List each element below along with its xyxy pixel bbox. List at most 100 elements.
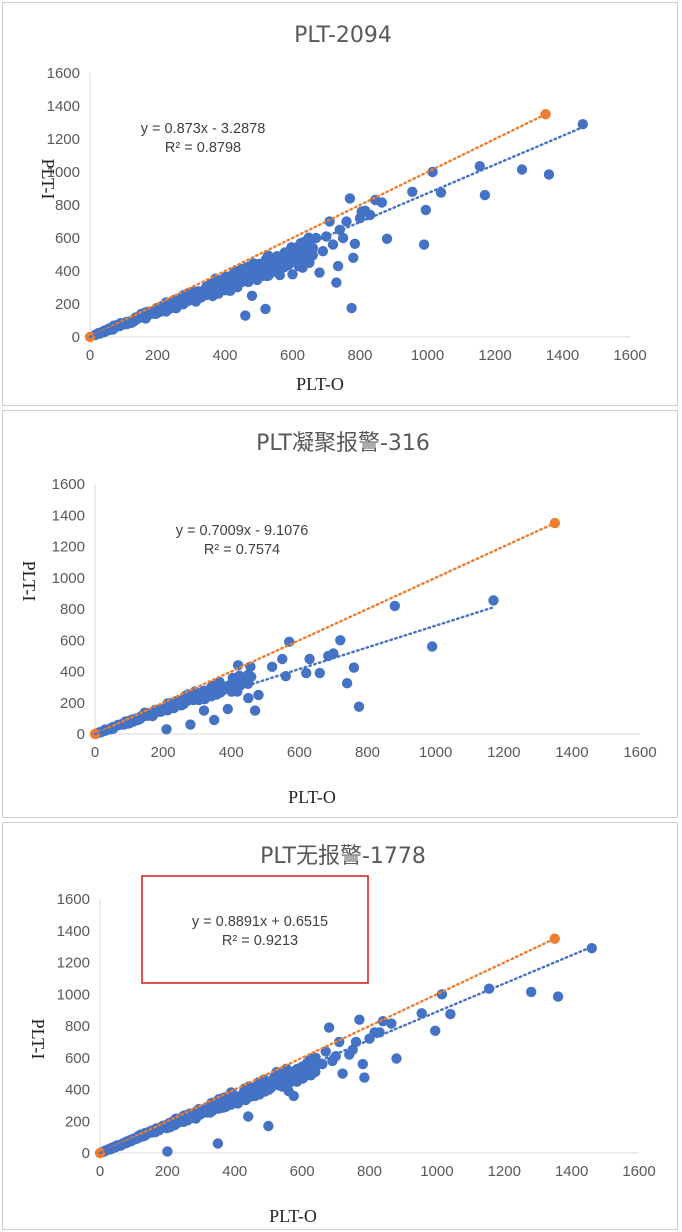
reference-point <box>549 517 561 529</box>
data-point <box>381 233 393 244</box>
y-tick-label: 0 <box>77 726 85 743</box>
data-point <box>359 1072 370 1083</box>
data-point <box>301 667 312 679</box>
data-point <box>253 689 264 701</box>
data-point <box>284 1075 295 1086</box>
data-point <box>207 680 218 691</box>
data-point <box>228 274 240 285</box>
y-tick-label: 200 <box>65 1113 90 1130</box>
data-point <box>337 1068 348 1079</box>
y-tick-label: 600 <box>65 1050 90 1067</box>
trendline-equation: y = 0.7009x - 9.1076 <box>176 523 309 539</box>
x-tick-label: 800 <box>357 1163 382 1180</box>
data-point <box>240 310 251 321</box>
data-point <box>314 267 325 278</box>
trendline-r-squared: R² = 0.9213 <box>222 933 298 949</box>
x-tick-label: 800 <box>347 347 372 364</box>
data-point <box>335 635 346 646</box>
y-tick-label: 1200 <box>57 955 90 972</box>
y-tick-label: 1400 <box>57 923 90 940</box>
trendline-equation: y = 0.873x - 3.2878 <box>141 121 266 137</box>
x-tick-label: 0 <box>91 744 99 761</box>
chart-title: PLT-2094 <box>294 23 392 48</box>
y-tick-label: 200 <box>60 695 85 712</box>
x-tick-label: 400 <box>212 347 237 364</box>
y-tick-label: 600 <box>60 632 85 649</box>
data-point <box>234 670 245 681</box>
x-tick-label: 1200 <box>478 347 511 364</box>
data-point <box>552 991 564 1002</box>
data-point <box>303 1065 315 1076</box>
x-tick-label: 1400 <box>555 1163 588 1180</box>
data-point <box>479 189 491 201</box>
data-point <box>353 701 365 712</box>
chart-title: PLT无报警-1778 <box>260 844 426 869</box>
data-point <box>140 310 151 321</box>
trendline-r-squared: R² = 0.7574 <box>204 542 280 558</box>
data-point <box>310 232 322 244</box>
data-point <box>212 1138 224 1149</box>
y-axis-title: PLT-I <box>38 159 58 200</box>
data-point <box>162 1146 173 1157</box>
x-tick-label: 800 <box>355 744 380 761</box>
data-point <box>488 595 499 606</box>
data-point <box>277 653 288 665</box>
x-tick-label: 1000 <box>420 1163 453 1180</box>
data-point <box>331 277 342 288</box>
y-tick-label: 200 <box>55 296 80 313</box>
data-point <box>344 1049 355 1060</box>
trendline <box>93 606 495 736</box>
data-point <box>260 303 271 315</box>
data-point <box>304 653 315 665</box>
y-tick-label: 800 <box>55 197 80 214</box>
x-tick-label: 1200 <box>487 744 520 761</box>
data-point <box>246 290 258 301</box>
data-point <box>427 166 438 178</box>
plot-area: 0 200 400 600 800 1000 1200 1400 1600 0 200 400 600 8… <box>47 65 647 364</box>
data-point <box>327 239 339 250</box>
data-point <box>266 661 278 672</box>
data-point <box>256 1086 267 1097</box>
data-point <box>280 671 291 682</box>
x-tick-label: 200 <box>151 744 176 761</box>
x-tick-label: 1000 <box>419 744 452 761</box>
trendline <box>88 126 584 339</box>
x-tick-label: 1400 <box>555 744 588 761</box>
x-tick-label: 1600 <box>613 347 646 364</box>
data-point <box>418 239 430 250</box>
chart-panel-3: PLT无报警-1778 PLT-I PLT-O y = 0.8891x + 0.… <box>2 822 678 1230</box>
data-point <box>354 213 366 224</box>
y-tick-label: 800 <box>65 1018 90 1035</box>
y-tick-label: 1200 <box>52 539 85 556</box>
reference-point <box>540 109 551 120</box>
data-point <box>391 1053 402 1064</box>
data-point <box>209 714 220 726</box>
y-tick-label: 400 <box>60 664 85 681</box>
y-tick-label: 400 <box>55 263 80 280</box>
chart-title: PLT凝聚报警-316 <box>256 431 430 456</box>
data-point <box>222 703 233 715</box>
data-point <box>516 164 528 175</box>
data-point <box>349 238 361 249</box>
data-point <box>348 662 360 673</box>
data-point <box>165 1122 176 1133</box>
data-point <box>243 669 254 680</box>
data-point <box>586 943 597 954</box>
y-tick-label: 1400 <box>47 98 80 115</box>
scatter-chart-2: PLT凝聚报警-316 PLT-I PLT-O y = 0.7009x - 9.… <box>19 431 657 807</box>
y-tick-label: 1600 <box>52 476 85 493</box>
data-point <box>243 1111 254 1122</box>
y-tick-label: 1600 <box>57 891 90 908</box>
x-tick-label: 1600 <box>622 1163 655 1180</box>
data-point <box>283 1085 294 1097</box>
data-point <box>344 193 356 204</box>
data-point <box>407 186 418 197</box>
data-point <box>273 260 285 272</box>
x-tick-label: 200 <box>155 1163 180 1180</box>
trendline <box>98 945 594 1155</box>
data-point <box>294 249 305 260</box>
x-tick-label: 400 <box>219 744 244 761</box>
scatter-chart-3: PLT无报警-1778 PLT-I PLT-O y = 0.8891x + 0.… <box>28 844 656 1226</box>
data-point <box>249 705 261 716</box>
y-tick-label: 1200 <box>47 131 80 148</box>
